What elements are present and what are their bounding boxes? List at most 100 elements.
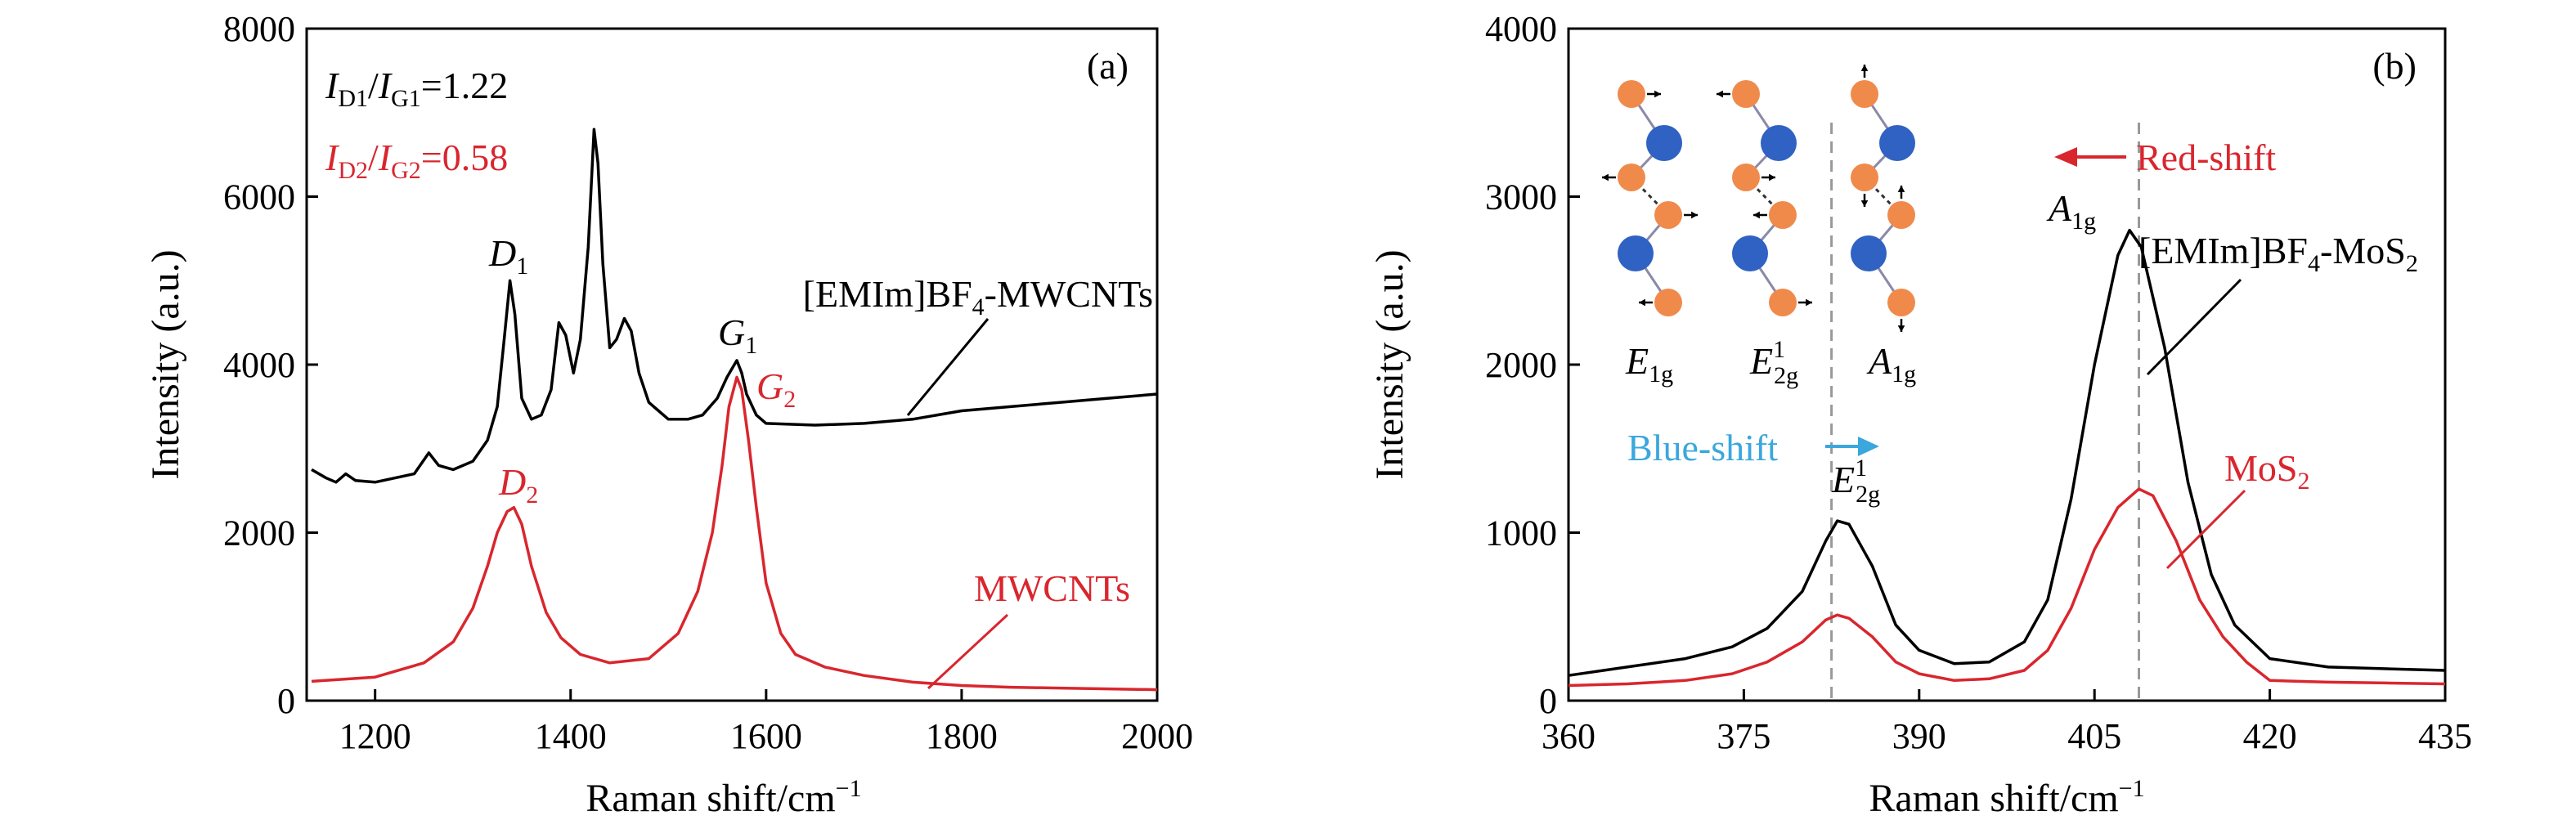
x-tick-label: 1800 (926, 716, 998, 756)
vibration-modes-inset (1602, 65, 1915, 332)
mo-atom (1851, 235, 1887, 271)
red-shift-arrowhead (2054, 147, 2077, 167)
mode-label-e1g: E1g (1625, 340, 1673, 388)
blue-shift-label: Blue-shift (1627, 427, 1778, 468)
panel-b-ylabel: Intensity (a.u.) (1368, 249, 1411, 479)
panel-a-ratio1: ID1/IG1=1.22 (325, 65, 508, 112)
peak-label-e2g: E1 2g (1831, 455, 1880, 508)
s-atom (1769, 201, 1797, 229)
peak-label-g2: G2 (756, 365, 796, 413)
mo-atom (1646, 125, 1682, 161)
motion-arrowhead (1602, 173, 1609, 181)
panel-a-ylabel: Intensity (a.u.) (144, 249, 187, 479)
s-atom (1618, 80, 1645, 108)
peak-label-a1g: A1g (2046, 187, 2096, 235)
x-tick-label: 435 (2418, 716, 2472, 756)
panel-a-label: (a) (1087, 45, 1129, 87)
peak-label-d2: D2 (498, 461, 538, 509)
ratio1-i2: I (378, 65, 393, 106)
motion-arrowhead (1691, 211, 1698, 219)
s-atom (1732, 164, 1760, 191)
panel-b-frame (1567, 27, 2447, 702)
s-atom (1851, 164, 1878, 191)
red-shift-label: Red-shift (2136, 137, 2276, 178)
motion-arrowhead (1860, 200, 1869, 207)
y-tick-label: 8000 (223, 9, 295, 49)
mode-label-a1g: A1g (1866, 340, 1916, 388)
ratio2-sub-g: G2 (391, 157, 421, 184)
ratio1-i: I (325, 65, 340, 106)
y-tick-label: 0 (1539, 681, 1557, 721)
series-line (1568, 228, 2446, 677)
y-tick-label: 4000 (223, 345, 295, 385)
ratio2-value: =0.58 (421, 137, 508, 178)
y-tick-label: 0 (277, 681, 295, 721)
s-atom (1887, 289, 1915, 316)
ratio1-value: =1.22 (421, 65, 508, 106)
mo-atom (1618, 235, 1654, 271)
blue-shift-arrowhead (1858, 437, 1879, 456)
series-line (1568, 487, 2446, 688)
leader-line-emim-mwcnts (906, 318, 990, 416)
panel-b-ticks: 360 375 390 405 420 435 0 1000 2000 3000 4000 (1485, 9, 2472, 756)
y-tick-label: 6000 (223, 177, 295, 217)
motion-arrowhead (1897, 325, 1905, 332)
leader-line-mwcnts (927, 613, 1009, 690)
motion-arrowhead (1806, 298, 1812, 307)
leader-line-emim-mos2 (2146, 278, 2242, 376)
panel-b-xlabel: Raman shift/cm−1 (1869, 775, 2144, 820)
ratio2-i2: I (378, 137, 393, 178)
y-tick-label: 1000 (1485, 513, 1557, 553)
s-atom (1654, 201, 1682, 229)
mo-atom (1879, 125, 1915, 161)
mode-label-e2g: E1 2g (1749, 336, 1798, 389)
series-label-mos2: MoS2 (2224, 447, 2309, 495)
ratio2-i: I (325, 137, 340, 178)
motion-arrowhead (1753, 211, 1760, 219)
x-tick-label: 405 (2067, 716, 2121, 756)
leader-line-mos2 (2165, 489, 2246, 570)
peak-label-d1: D1 (488, 232, 528, 280)
panel-b-series (1568, 228, 2446, 688)
x-tick-label: 2000 (1121, 716, 1193, 756)
motion-arrowhead (1769, 173, 1775, 181)
s-atom (1618, 164, 1645, 191)
motion-arrowhead (1897, 186, 1905, 192)
panel-a-ratio2: ID2/IG2=0.58 (325, 137, 508, 184)
x-tick-label: 1400 (535, 716, 607, 756)
panel-a-series (311, 128, 1158, 692)
peak-label-g1: G1 (718, 311, 757, 359)
y-tick-label: 3000 (1485, 177, 1557, 217)
y-tick-label: 2000 (1485, 345, 1557, 385)
s-atom (1769, 289, 1797, 316)
panel-b-label: (b) (2372, 45, 2417, 87)
x-tick-label: 375 (1717, 716, 1770, 756)
x-tick-label: 390 (1892, 716, 1946, 756)
panel-a-chart: 1200 1400 1600 1800 2000 0 2000 4000 6000 8000 (a… (144, 9, 1193, 820)
series-label-emim-mos2: [EMIm]BF4-MoS2 (2138, 230, 2418, 277)
ratio2-sub-d: D2 (338, 157, 368, 184)
panel-b-markers (1830, 123, 2141, 701)
ratio1-sub-d: D1 (338, 85, 368, 112)
x-tick-label: 1600 (730, 716, 802, 756)
series-label-mwcnts: MWCNTs (974, 567, 1130, 609)
mo-atom (1732, 235, 1768, 271)
s-atom (1887, 201, 1915, 229)
x-tick-label: 1200 (339, 716, 411, 756)
panel-a-xlabel: Raman shift/cm−1 (586, 775, 861, 820)
motion-arrowhead (1654, 90, 1661, 98)
series-label-emim-mwcnts: [EMIm]BF4-MWCNTs (803, 273, 1153, 320)
s-atom (1654, 289, 1682, 316)
mo-atom (1761, 125, 1797, 161)
y-tick-label: 2000 (223, 513, 295, 553)
series-line (311, 128, 1158, 484)
series-line (311, 375, 1158, 692)
s-atom (1851, 80, 1878, 108)
motion-arrowhead (1639, 298, 1645, 307)
motion-arrowhead (1717, 90, 1723, 98)
x-tick-label: 420 (2243, 716, 2297, 756)
x-tick-label: 360 (1542, 716, 1595, 756)
